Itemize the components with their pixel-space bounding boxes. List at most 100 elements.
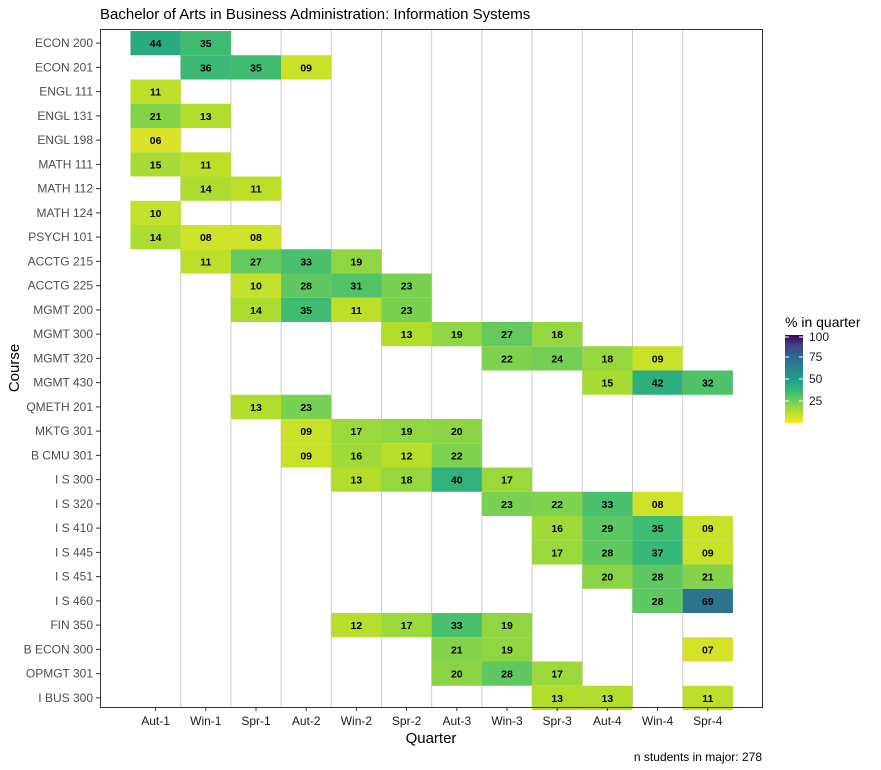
cell-label: 08 xyxy=(250,232,262,244)
heatmap-cell xyxy=(632,346,683,371)
x-tick-label: Aut-3 xyxy=(442,714,471,728)
heatmap-cell xyxy=(431,661,482,686)
cell-label: 18 xyxy=(401,475,413,487)
cell-label: 16 xyxy=(351,450,363,462)
heatmap-cell xyxy=(682,540,733,565)
cell-label: 44 xyxy=(150,38,162,50)
cell-label: 09 xyxy=(300,426,312,438)
heatmap-cell xyxy=(331,467,382,492)
cell-label: 23 xyxy=(401,281,413,293)
cell-label: 11 xyxy=(200,159,211,171)
cell-label: 40 xyxy=(451,475,463,487)
cell-label: 35 xyxy=(300,305,312,317)
heatmap-cell xyxy=(481,467,533,492)
cell-labels: 44 35 36 35 09 11 21 13 06 15 11 14 11 10 14 08 08 11 27 33… xyxy=(150,38,714,705)
cell-label: 33 xyxy=(451,620,463,632)
heatmap-cell xyxy=(381,419,432,444)
panel-border xyxy=(100,29,763,708)
heatmap-cell xyxy=(682,516,733,541)
cell-label: 24 xyxy=(551,353,563,365)
heatmap-cell xyxy=(481,322,533,347)
heatmap-cell xyxy=(632,491,683,516)
cell-label: 12 xyxy=(401,450,413,462)
y-tick-label: I S 300 xyxy=(55,473,93,487)
y-tick-label: ACCTG 215 xyxy=(28,254,94,268)
heatmap-cell xyxy=(331,419,382,444)
heatmap-cell xyxy=(682,637,733,662)
cell-label: 27 xyxy=(501,329,513,341)
y-tick-label: I S 445 xyxy=(55,545,93,559)
cell-label: 09 xyxy=(652,353,664,365)
cell-label: 23 xyxy=(401,305,413,317)
y-tick-label: MATH 124 xyxy=(37,206,94,220)
x-tick-label: Spr-4 xyxy=(693,714,723,728)
x-tick-label: Win-2 xyxy=(341,714,373,728)
heatmap-cell xyxy=(682,588,733,613)
legend-tick-label: 50 xyxy=(809,372,823,386)
cell-label: 13 xyxy=(401,329,413,341)
x-tick-label: Aut-2 xyxy=(292,714,321,728)
x-tick-label: Aut-4 xyxy=(593,714,622,728)
cell-label: 19 xyxy=(451,329,463,341)
y-tick-label: I S 410 xyxy=(55,521,93,535)
y-tick-label: ENGL 131 xyxy=(37,109,93,123)
cell-label: 31 xyxy=(351,281,363,293)
x-tick-label: Win-1 xyxy=(190,714,222,728)
x-axis-tick-labels: Aut-1 Win-1 Spr-1 Aut-2 Win-2 Spr-2 Aut-3 Win-3… xyxy=(141,707,723,728)
y-axis-tick-labels: ECON 200 ECON 201 ENGL 111 ENGL 131 ENGL 198… xyxy=(24,36,100,705)
heatmap-cell xyxy=(431,613,482,638)
cell-label: 17 xyxy=(551,669,563,681)
heatmap-cell xyxy=(381,322,432,347)
x-tick-label: Win-4 xyxy=(642,714,674,728)
cell-label: 08 xyxy=(200,232,212,244)
y-axis-title: Course xyxy=(6,344,23,392)
heatmap-cell xyxy=(582,685,633,710)
heatmap-cell xyxy=(381,297,432,322)
legend-tick-label: 25 xyxy=(809,394,823,408)
heatmap-cell xyxy=(481,661,533,686)
heatmap-cell xyxy=(632,564,683,589)
heatmap-cell xyxy=(180,55,231,80)
heatmap-cell xyxy=(230,273,282,298)
heatmap-cell xyxy=(481,613,533,638)
cell-label: 06 xyxy=(150,135,162,147)
cell-label: 27 xyxy=(250,256,262,268)
heatmap-cell xyxy=(281,297,332,322)
y-tick-label: MATH 111 xyxy=(38,157,93,171)
heatmap-cell xyxy=(180,249,231,274)
heatmap-cells xyxy=(130,31,733,710)
heatmap-cell xyxy=(431,322,482,347)
y-tick-label: ENGL 198 xyxy=(37,133,93,147)
y-tick-label: QMETH 201 xyxy=(26,400,93,414)
heatmap-cell xyxy=(381,613,432,638)
cell-label: 09 xyxy=(300,450,312,462)
cell-label: 19 xyxy=(401,426,413,438)
cell-label: 10 xyxy=(150,208,162,220)
cell-label: 32 xyxy=(702,378,714,390)
cell-label: 13 xyxy=(551,693,563,705)
y-tick-label: MGMT 430 xyxy=(33,376,93,390)
cell-label: 23 xyxy=(300,402,312,414)
heatmap-cell xyxy=(130,79,181,104)
y-tick-label: B ECON 300 xyxy=(24,642,94,656)
legend-tick-label: 100 xyxy=(809,330,829,344)
cell-label: 21 xyxy=(702,572,714,584)
cell-label: 21 xyxy=(451,644,463,656)
heatmap-cell xyxy=(431,443,482,468)
cell-label: 17 xyxy=(401,620,413,632)
cell-label: 15 xyxy=(150,159,162,171)
heatmap-cell xyxy=(481,637,533,662)
cell-label: 18 xyxy=(602,353,614,365)
heatmap-cell xyxy=(180,31,231,56)
cell-label: 18 xyxy=(551,329,563,341)
heatmap-cell xyxy=(281,55,332,80)
cell-label: 28 xyxy=(652,572,664,584)
heatmap-cell xyxy=(130,103,181,128)
heatmap-cell xyxy=(431,467,482,492)
y-tick-label: I S 460 xyxy=(55,594,93,608)
heatmap-cell xyxy=(632,588,683,613)
cell-label: 19 xyxy=(351,256,363,268)
cell-label: 22 xyxy=(501,353,513,365)
y-tick-label: B CMU 301 xyxy=(31,448,93,462)
